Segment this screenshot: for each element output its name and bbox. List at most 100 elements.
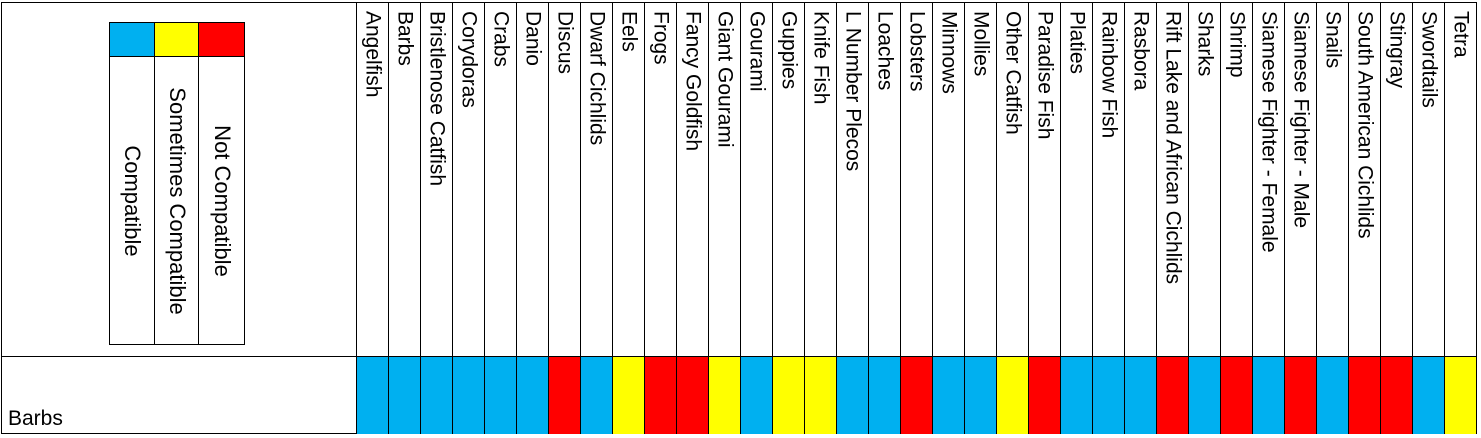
legend-swatch-compatible [110, 23, 154, 57]
species-column: Guppies [773, 2, 805, 434]
column-header-label: Giant Gourami [713, 11, 737, 148]
column-header-label: L Number Plecos [841, 11, 865, 172]
species-column: South American Cichlids [1349, 2, 1381, 434]
column-header: Giant Gourami [709, 2, 740, 357]
species-column: Platies [1061, 2, 1093, 434]
column-header: Loaches [869, 2, 900, 357]
column-header: Snails [1317, 2, 1348, 357]
column-header-label: Eels [617, 11, 641, 52]
species-column: Loaches [869, 2, 901, 434]
column-header-label: Corydoras [457, 11, 481, 108]
species-column: Other Catfish [997, 2, 1029, 434]
column-header: Other Catfish [997, 2, 1028, 357]
compatibility-cell [1125, 357, 1156, 434]
compatibility-cell [1349, 357, 1380, 434]
species-column: Stingray [1381, 2, 1413, 434]
column-header: Discus [549, 2, 580, 357]
column-header: Crabs [485, 2, 516, 357]
species-columns: Angelfish Barbs Bristlenose Catfish Corydor… [357, 2, 1477, 434]
column-header-label: Sharks [1193, 11, 1217, 77]
compatibility-cell [1029, 357, 1060, 434]
compatibility-cell [1157, 357, 1188, 434]
legend-item-not-compatible: Not Compatible [199, 23, 244, 344]
column-header-label: Dwarf Cichlids [585, 11, 609, 146]
column-header: Frogs [645, 2, 676, 357]
compatibility-cell [965, 357, 996, 434]
column-header: Danio [517, 2, 548, 357]
column-header-label: Snails [1321, 11, 1345, 69]
compatibility-cell [741, 357, 772, 434]
column-header-label: Loaches [873, 11, 897, 91]
compatibility-cell [485, 357, 516, 434]
column-header-label: South American Cichlids [1353, 11, 1377, 239]
column-header: Fancy Goldfish [677, 2, 708, 357]
column-header-label: Lobsters [905, 11, 929, 92]
column-header-label: Guppies [777, 11, 801, 90]
column-header: Corydoras [453, 2, 484, 357]
compatibility-cell [1285, 357, 1316, 434]
compatibility-cell [1093, 357, 1124, 434]
column-header-label: Knife Fish [809, 11, 833, 105]
column-header-label: Barbs [393, 11, 417, 66]
species-column: Eels [613, 2, 645, 434]
column-header-label: Shrimp [1225, 11, 1249, 78]
species-column: Crabs [485, 2, 517, 434]
column-header-label: Siamese Fighter - Female [1257, 11, 1281, 253]
compatibility-cell [773, 357, 804, 434]
corner-cell: Compatible Sometimes Compatible Not Comp… [1, 2, 357, 434]
species-column: Tetra [1445, 2, 1477, 434]
column-header: Paradise Fish [1029, 2, 1060, 357]
column-header: Angelfish [357, 2, 388, 357]
species-column: L Number Plecos [837, 2, 869, 434]
species-column: Mollies [965, 2, 997, 434]
column-header-label: Paradise Fish [1033, 11, 1057, 140]
legend-label-compatible: Compatible [119, 144, 145, 257]
species-column: Frogs [645, 2, 677, 434]
compatibility-cell [1221, 357, 1252, 434]
column-header: Platies [1061, 2, 1092, 357]
species-column: Paradise Fish [1029, 2, 1061, 434]
column-header-label: Siamese Fighter - Male [1289, 11, 1313, 229]
column-header: Knife Fish [805, 2, 836, 357]
species-column: Rift Lake and African Cichlids [1157, 2, 1189, 434]
column-header: Guppies [773, 2, 804, 357]
compatibility-cell [805, 357, 836, 434]
species-column: Knife Fish [805, 2, 837, 434]
column-header: Barbs [389, 2, 420, 357]
species-column: Shrimp [1221, 2, 1253, 434]
compatibility-cell [1061, 357, 1092, 434]
species-column: Siamese Fighter - Female [1253, 2, 1285, 434]
compatibility-cell [869, 357, 900, 434]
species-column: Snails [1317, 2, 1349, 434]
compatibility-cell [613, 357, 644, 434]
species-column: Rasbora [1125, 2, 1157, 434]
column-header: Rainbow Fish [1093, 2, 1124, 357]
species-column: Fancy Goldfish [677, 2, 709, 434]
column-header-label: Tetra [1449, 11, 1473, 58]
species-column: Danio [517, 2, 549, 434]
column-header-label: Platies [1065, 11, 1089, 75]
legend-item-sometimes: Sometimes Compatible [154, 23, 200, 344]
column-header-label: Rift Lake and African Cichlids [1161, 11, 1185, 285]
species-column: Bristlenose Catfish [421, 2, 453, 434]
column-header-label: Rasbora [1129, 11, 1153, 91]
column-header: Rift Lake and African Cichlids [1157, 2, 1188, 357]
compatibility-cell [1189, 357, 1220, 434]
compatibility-cell [421, 357, 452, 434]
species-column: Minnows [933, 2, 965, 434]
column-header-label: Mollies [969, 11, 993, 77]
species-column: Gourami [741, 2, 773, 434]
compatibility-cell [677, 357, 708, 434]
column-header: Bristlenose Catfish [421, 2, 452, 357]
compatibility-cell [357, 357, 388, 434]
column-header: Rasbora [1125, 2, 1156, 357]
species-column: Angelfish [357, 2, 389, 434]
column-header: Minnows [933, 2, 964, 357]
species-column: Dwarf Cichlids [581, 2, 613, 434]
row-label: Barbs [8, 407, 63, 430]
species-column: Lobsters [901, 2, 933, 434]
column-header: Tetra [1445, 2, 1476, 357]
compatibility-cell [1253, 357, 1284, 434]
column-header: Lobsters [901, 2, 932, 357]
